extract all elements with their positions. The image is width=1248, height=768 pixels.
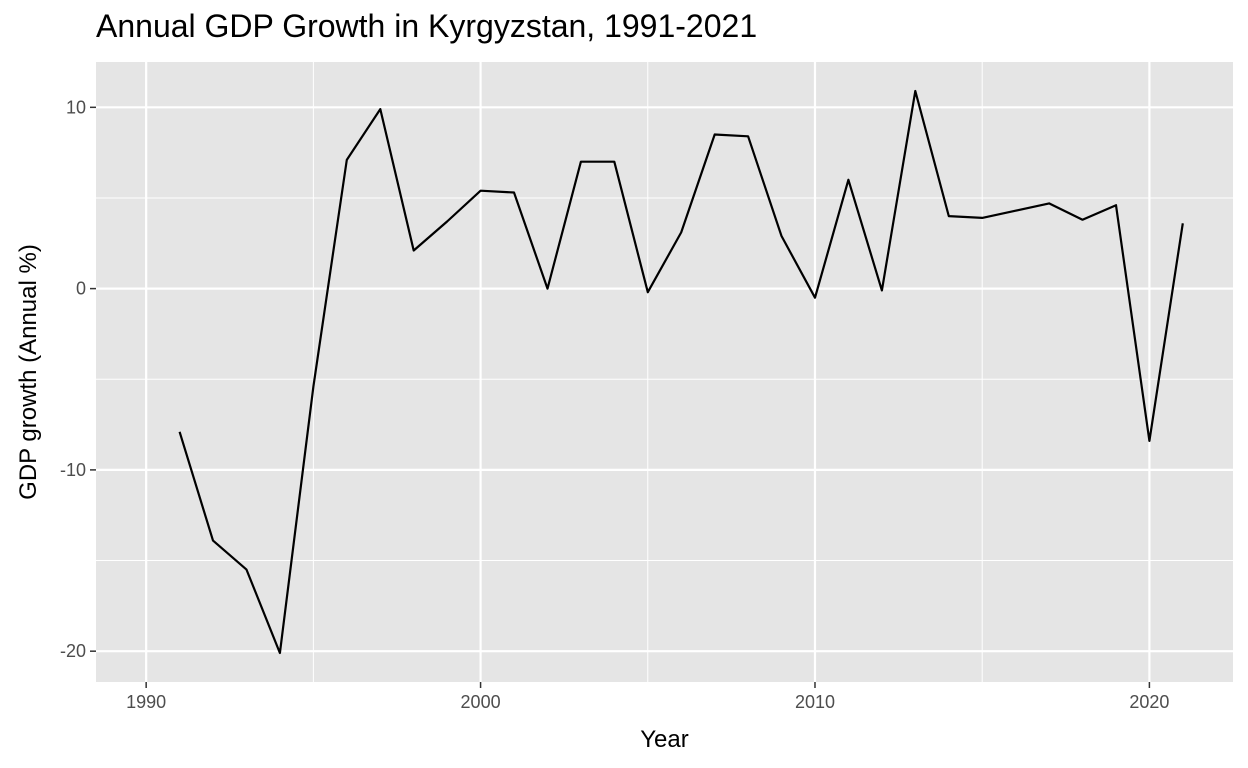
x-axis-title: Year — [640, 726, 689, 753]
x-tick-label: 1990 — [126, 692, 166, 712]
y-tick-label: 10 — [66, 97, 86, 117]
minor-gridlines — [96, 62, 1233, 682]
plot-background — [96, 62, 1233, 682]
y-axis: -20 -10 0 10 — [60, 97, 96, 661]
y-axis-title: GDP growth (Annual %) — [15, 244, 42, 500]
gdp-growth-line — [178, 89, 1184, 655]
x-tick-label: 2020 — [1129, 692, 1169, 712]
chart-title: Annual GDP Growth in Kyrgyzstan, 1991-20… — [96, 8, 758, 44]
y-tick-label: 0 — [76, 279, 86, 299]
x-axis: 1990 2000 2010 2020 — [126, 682, 1169, 712]
y-tick-label: -10 — [60, 460, 86, 480]
major-gridlines — [96, 62, 1233, 682]
x-tick-label: 2010 — [795, 692, 835, 712]
y-tick-label: -20 — [60, 641, 86, 661]
x-tick-label: 2000 — [461, 692, 501, 712]
